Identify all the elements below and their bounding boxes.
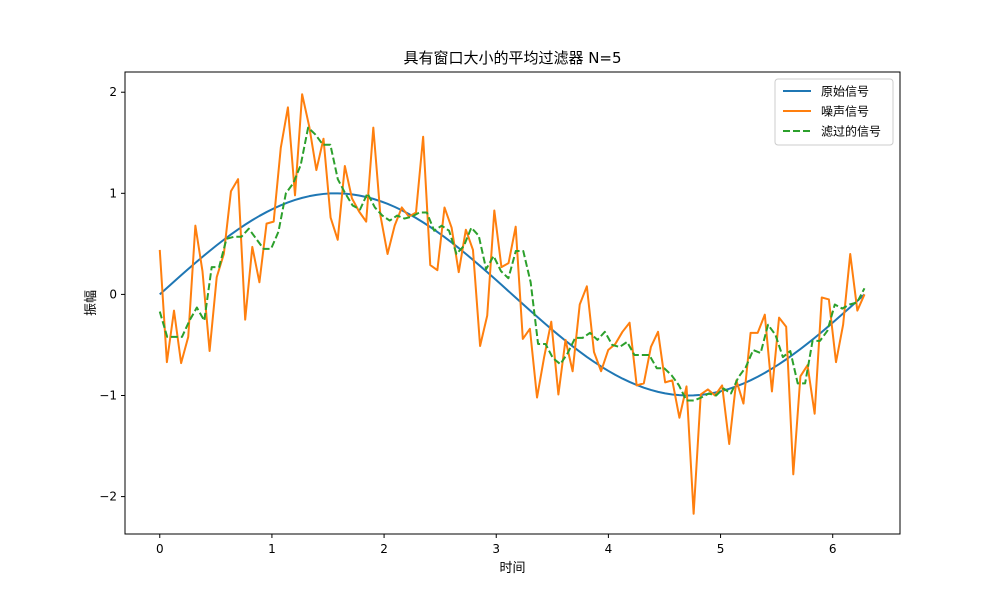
x-tick-label: 5 <box>717 542 725 556</box>
y-tick-label: 2 <box>109 85 117 99</box>
x-tick-label: 6 <box>829 542 837 556</box>
legend-box <box>774 78 894 146</box>
y-tick-label: −2 <box>99 490 117 504</box>
plot-lines <box>158 93 866 515</box>
x-tick-label: 0 <box>156 542 164 556</box>
x-tick-label: 3 <box>492 542 500 556</box>
x-tick-label: 4 <box>605 542 613 556</box>
x-axis-label: 时间 <box>499 561 525 576</box>
x-tick-label: 1 <box>268 542 276 556</box>
axes-frame <box>124 71 901 535</box>
legend-label: 滤过的信号 <box>821 124 881 139</box>
y-tick-label: 0 <box>109 287 117 301</box>
legend-label: 噪声信号 <box>821 105 869 119</box>
y-tick-label: −1 <box>99 389 117 403</box>
series-line-3 <box>158 126 866 402</box>
y-axis-ticks: −2 −1 0 1 2 <box>99 85 125 504</box>
series-line-2 <box>158 93 866 515</box>
legend-label: 原始信号 <box>821 85 869 99</box>
series-line-1 <box>159 192 866 397</box>
x-axis-ticks: 0 1 2 3 4 5 6 <box>156 534 837 556</box>
chart-title: 具有窗口大小的平均过滤器 N=5 <box>403 49 621 67</box>
y-axis-label: 振幅 <box>84 290 99 316</box>
y-tick-label: 1 <box>109 186 117 200</box>
x-tick-label: 2 <box>380 542 388 556</box>
